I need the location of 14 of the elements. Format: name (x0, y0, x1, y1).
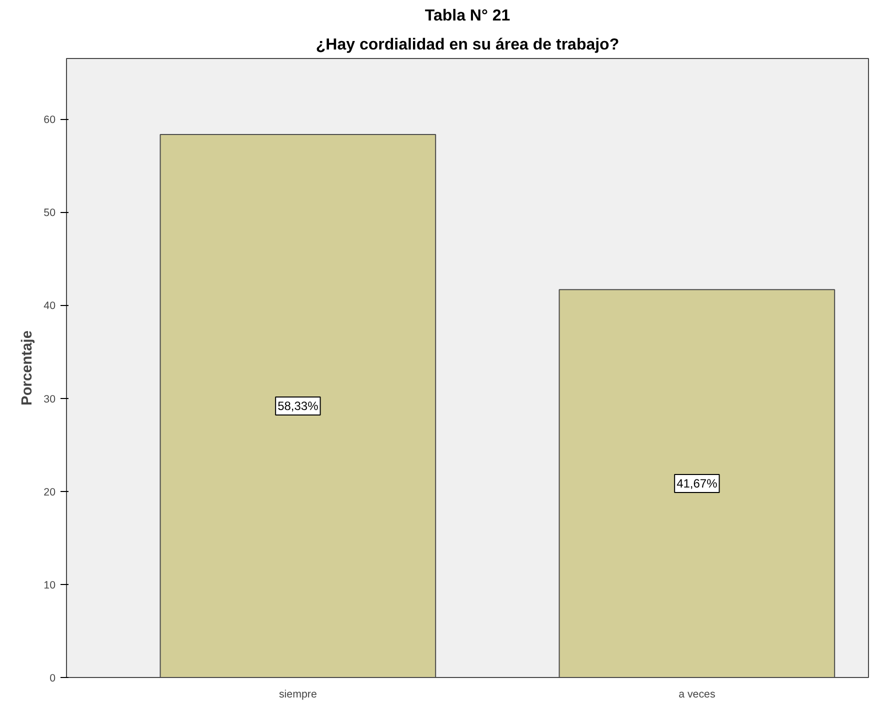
chart-title: Tabla N° 21 (424, 8, 510, 24)
y-tick-label: 20 (44, 486, 56, 498)
data-label: 41,67% (676, 476, 718, 491)
y-tick-label: 0 (50, 672, 56, 684)
y-tick-label: 30 (44, 393, 56, 406)
y-tick-label: 40 (44, 300, 56, 312)
y-tick-label: 60 (44, 114, 56, 126)
y-tick-label: 50 (44, 207, 56, 220)
x-tick-label: a veces (678, 688, 716, 700)
y-axis-title: Porcentaje (20, 330, 36, 406)
data-label: 58,33% (278, 399, 319, 414)
x-tick-label: siempre (278, 688, 317, 700)
chart-subtitle: ¿Hay cordialidad en su área de trabajo? (316, 36, 620, 54)
y-tick-label: 10 (44, 579, 56, 592)
